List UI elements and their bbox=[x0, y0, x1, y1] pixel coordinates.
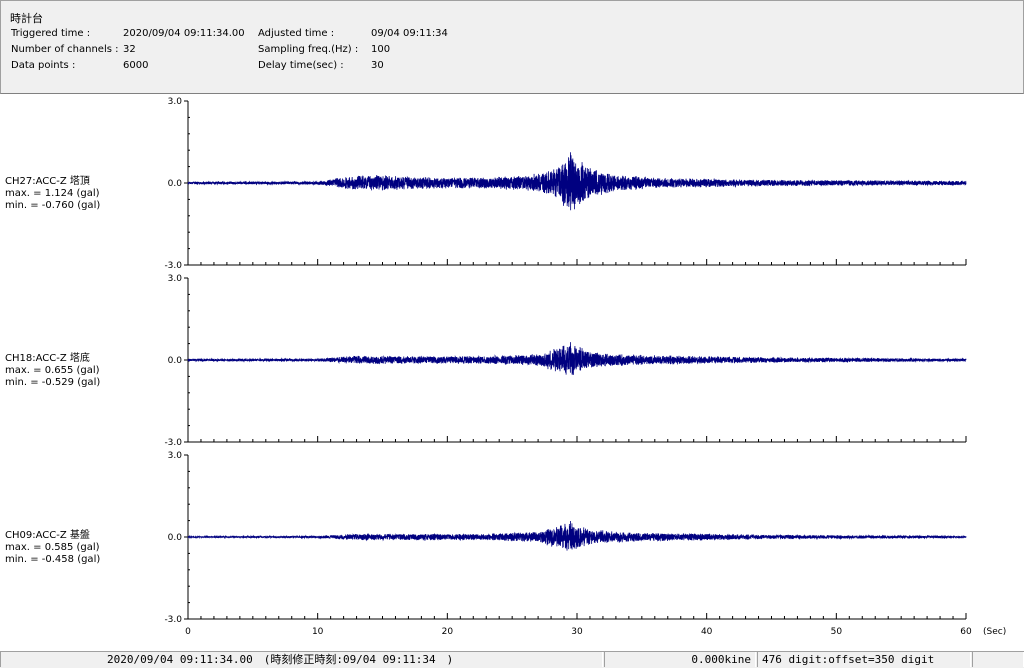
x-tick-label: 50 bbox=[831, 627, 843, 637]
y-tick-label: 3.0 bbox=[168, 451, 183, 461]
channel-name: CH18:ACC-Z 塔底 bbox=[5, 353, 90, 364]
status-digit: 476 digit:offset=350 digit bbox=[757, 652, 971, 667]
status-time: 2020/09/04 09:11:34.00 (時刻修正時刻:09/04 09:… bbox=[0, 652, 603, 667]
x-tick-label: 60 bbox=[960, 627, 972, 637]
y-tick-label: 0.0 bbox=[168, 179, 183, 189]
x-tick-label: 10 bbox=[312, 627, 324, 637]
y-tick-label: -3.0 bbox=[164, 261, 182, 271]
sampling-freq-value: 100 bbox=[371, 44, 391, 55]
status-bar: 2020/09/04 09:11:34.00 (時刻修正時刻:09/04 09:… bbox=[0, 651, 1024, 668]
channels-label: Number of channels : bbox=[11, 44, 119, 55]
y-tick-label: 3.0 bbox=[168, 274, 183, 284]
waveform-chart[interactable]: 3.00.0-3.03.00.0-3.03.00.0-3.00 10 20 30 40 5… bbox=[0, 94, 1024, 650]
waveform-line bbox=[187, 342, 967, 375]
channel-info-ch27: CH27:ACC-Z 塔頂 max. = 1.124 (gal) min. = … bbox=[5, 176, 100, 212]
channel-max: max. = 0.585 (gal) bbox=[5, 542, 100, 553]
adjusted-time-value: 09/04 09:11:34 bbox=[371, 28, 448, 39]
channel-max: max. = 1.124 (gal) bbox=[5, 188, 100, 199]
sampling-freq-label: Sampling freq.(Hz) : bbox=[258, 44, 359, 55]
status-velocity: 0.000kine bbox=[604, 652, 756, 667]
channel-min: min. = -0.458 (gal) bbox=[5, 554, 101, 565]
record-info-header: 時計台 Triggered time : 2020/09/04 09:11:34… bbox=[0, 0, 1024, 94]
x-tick-label: 30 bbox=[571, 627, 583, 637]
status-empty-cell bbox=[972, 652, 1024, 667]
delay-time-label: Delay time(sec) : bbox=[258, 60, 344, 71]
channel-min: min. = -0.760 (gal) bbox=[5, 200, 101, 211]
x-axis-unit-label: (Sec) bbox=[983, 627, 1006, 637]
x-tick-label: 20 bbox=[442, 627, 454, 637]
channel-min: min. = -0.529 (gal) bbox=[5, 377, 101, 388]
datapoints-label: Data points : bbox=[11, 60, 76, 71]
adjusted-time-label: Adjusted time : bbox=[258, 28, 335, 39]
y-tick-label: -3.0 bbox=[164, 438, 182, 448]
y-tick-label: 0.0 bbox=[168, 356, 183, 366]
station-title: 時計台 bbox=[10, 12, 43, 25]
channels-value: 32 bbox=[123, 44, 136, 55]
y-tick-label: 3.0 bbox=[168, 97, 183, 107]
channel-name: CH27:ACC-Z 塔頂 bbox=[5, 176, 90, 187]
x-tick-label: 40 bbox=[701, 627, 713, 637]
y-tick-label: 0.0 bbox=[168, 533, 183, 543]
delay-time-value: 30 bbox=[371, 60, 384, 71]
channel-max: max. = 0.655 (gal) bbox=[5, 365, 100, 376]
waveform-line bbox=[187, 152, 967, 211]
triggered-time-value: 2020/09/04 09:11:34.00 bbox=[123, 28, 245, 39]
channel-info-ch18: CH18:ACC-Z 塔底 max. = 0.655 (gal) min. = … bbox=[5, 353, 100, 389]
channel-info-ch09: CH09:ACC-Z 基盤 max. = 0.585 (gal) min. = … bbox=[5, 530, 100, 566]
y-tick-label: -3.0 bbox=[164, 615, 182, 625]
triggered-time-label: Triggered time : bbox=[11, 28, 91, 39]
waveform-line bbox=[187, 521, 967, 551]
datapoints-value: 6000 bbox=[123, 60, 149, 71]
waveform-plot-area[interactable]: 3.0 0.0 -3.0 3.0 0.0 -3.0 3.0 0.0 -3.0 0 10 20 30 40 5… bbox=[0, 94, 1024, 650]
channel-name: CH09:ACC-Z 基盤 bbox=[5, 530, 90, 541]
x-tick-label: 0 bbox=[185, 627, 191, 637]
